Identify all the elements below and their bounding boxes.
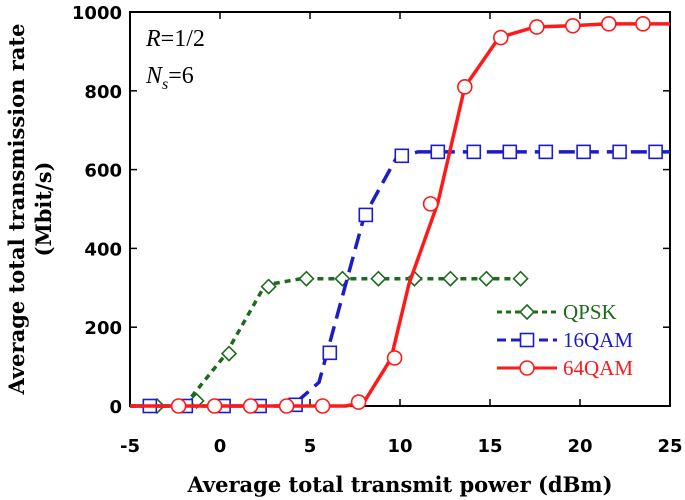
axis-ticks: -5 0 5 10 15 20 25 0 200 400 600 800 1000 xyxy=(72,3,683,457)
point-qpsk-8 xyxy=(442,270,459,287)
x-tick-label-20: 20 xyxy=(567,436,592,457)
legend-item-16qam: 16QAM xyxy=(497,328,633,352)
y-tick-label-0: 0 xyxy=(109,397,122,418)
x-tick-label-5: -5 xyxy=(120,436,140,457)
legend-label-qpsk: QPSK xyxy=(563,300,617,324)
legend-marker-qpsk xyxy=(518,303,536,321)
point-64qam-7 xyxy=(422,196,439,212)
y-tick-label-800: 800 xyxy=(84,82,122,103)
point-64qam-4 xyxy=(314,398,331,414)
series-64qam xyxy=(130,16,670,414)
point-64qam-2 xyxy=(242,398,259,414)
legend-label-16qam: 16QAM xyxy=(563,328,633,352)
y-tick-label-1000: 1000 xyxy=(72,3,122,24)
point-64qam-11 xyxy=(564,17,581,34)
point-qpsk-6 xyxy=(370,270,387,287)
point-64qam-0 xyxy=(170,398,187,414)
x-axis-title: Average total transmit power (dBm) xyxy=(186,472,612,497)
point-16qam-11 xyxy=(538,144,554,160)
legend-label-64qam: 64QAM xyxy=(563,356,633,380)
series-layer xyxy=(130,16,670,415)
legend-item-qpsk: QPSK xyxy=(497,300,617,324)
point-qpsk-10 xyxy=(512,270,529,287)
series-line-qpsk xyxy=(130,276,517,408)
point-16qam-13 xyxy=(612,144,627,160)
x-tick-label-10: 10 xyxy=(387,436,412,457)
point-64qam-5 xyxy=(350,394,367,410)
y-tick-label-400: 400 xyxy=(84,239,122,260)
point-64qam-9 xyxy=(492,29,509,46)
point-16qam-12 xyxy=(576,144,591,160)
y-tick-label-200: 200 xyxy=(84,318,122,339)
x-tick-label-25: 25 xyxy=(657,436,682,457)
x-tick-label-5: 5 xyxy=(304,436,317,457)
series-qpsk xyxy=(130,270,529,415)
legend-item-64qam: 64QAM xyxy=(497,356,633,380)
legend: QPSK 16QAM 64QAM xyxy=(497,300,633,380)
point-16qam-14 xyxy=(648,144,663,160)
point-16qam-10 xyxy=(502,144,518,160)
point-qpsk-4 xyxy=(298,270,315,287)
point-16qam-6 xyxy=(358,207,374,223)
y-tick-label-600: 600 xyxy=(84,161,122,182)
point-16qam-7 xyxy=(394,148,410,164)
annotation-rate: R=1/2 xyxy=(145,26,205,52)
point-qpsk-2 xyxy=(220,345,238,362)
point-64qam-1 xyxy=(206,398,223,414)
point-qpsk-3 xyxy=(260,278,277,295)
point-16qam-8 xyxy=(430,144,446,160)
point-64qam-13 xyxy=(635,16,651,32)
point-64qam-6 xyxy=(386,350,403,366)
point-64qam-8 xyxy=(456,79,473,95)
legend-marker-64qam xyxy=(519,360,535,376)
point-qpsk-9 xyxy=(478,270,495,287)
x-tick-label-15: 15 xyxy=(477,436,502,457)
point-64qam-3 xyxy=(278,398,295,414)
point-64qam-10 xyxy=(528,19,545,35)
y-axis-unit: (Mbit/s) xyxy=(31,162,56,257)
annotation-streams: Ns=6 xyxy=(145,63,194,93)
point-16qam-9 xyxy=(466,144,482,160)
legend-marker-16qam xyxy=(519,332,535,348)
point-16qam-5 xyxy=(322,345,338,361)
x-tick-label-0: 0 xyxy=(214,436,227,457)
point-64qam-12 xyxy=(600,16,617,32)
y-axis-title: Average total transmission rate xyxy=(4,24,29,396)
